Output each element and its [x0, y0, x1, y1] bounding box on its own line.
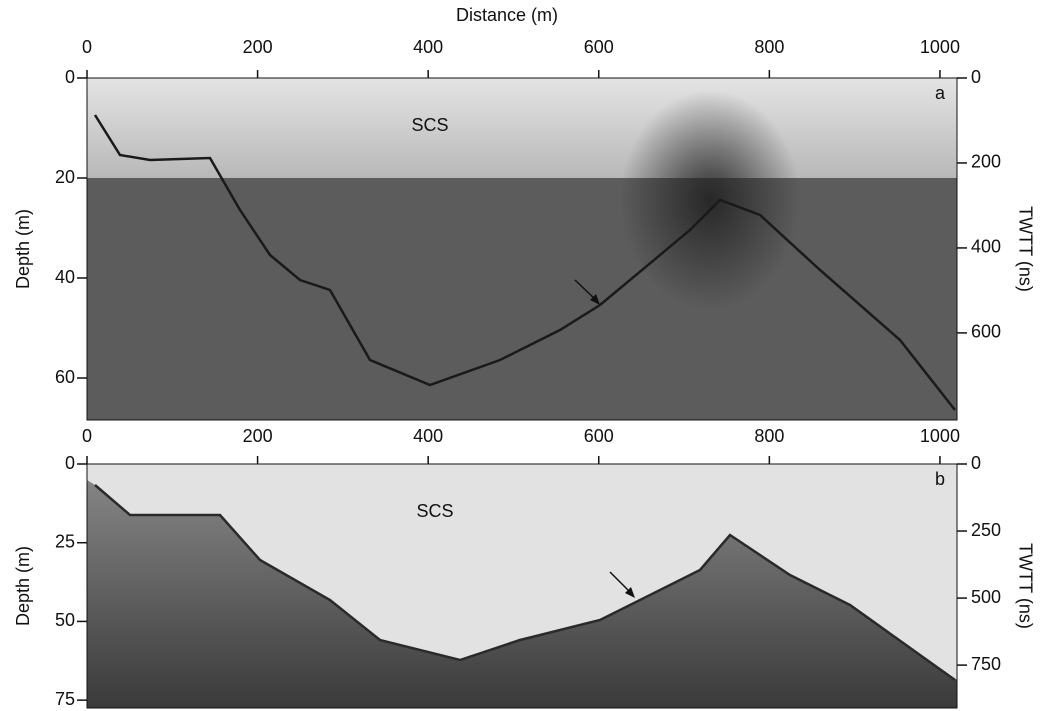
y2-axis-title: TWTT (ns): [1015, 543, 1035, 629]
annotation: SCS: [416, 501, 453, 521]
x-tick-label: 200: [243, 37, 273, 57]
y2-tick-label: 500: [971, 587, 1001, 607]
panel-label: a: [935, 83, 946, 103]
y-tick-label: 25: [55, 531, 75, 551]
y-tick-label: 40: [55, 267, 75, 287]
y2-axis-title: TWTT (ns): [1015, 206, 1035, 292]
x-tick-label: 400: [413, 37, 443, 57]
x-tick-label: 0: [82, 426, 92, 446]
y-tick-label: 0: [65, 67, 75, 87]
y-axis-title: Depth (m): [13, 209, 33, 289]
x-tick-label: 1000: [920, 426, 960, 446]
x-axis-title: Distance (m): [456, 5, 558, 25]
y-tick-label: 0: [65, 453, 75, 473]
y2-tick-label: 600: [971, 322, 1001, 342]
y-tick-label: 60: [55, 367, 75, 387]
y2-tick-label: 0: [971, 67, 981, 87]
y2-tick-label: 0: [971, 453, 981, 473]
x-tick-label: 0: [82, 37, 92, 57]
y2-tick-label: 750: [971, 654, 1001, 674]
y-tick-label: 20: [55, 167, 75, 187]
radargram-b: [87, 464, 957, 708]
y2-tick-label: 400: [971, 237, 1001, 257]
x-tick-label: 1000: [920, 37, 960, 57]
y-tick-label: 75: [55, 689, 75, 709]
x-tick-label: 800: [754, 426, 784, 446]
x-tick-label: 600: [584, 426, 614, 446]
y-tick-label: 50: [55, 610, 75, 630]
plot-frame: [86, 77, 958, 421]
y2-tick-label: 250: [971, 520, 1001, 540]
x-tick-label: 400: [413, 426, 443, 446]
x-tick-label: 600: [584, 37, 614, 57]
y2-tick-label: 200: [971, 152, 1001, 172]
x-tick-label: 800: [754, 37, 784, 57]
plot-frame: [86, 463, 958, 709]
x-tick-label: 200: [243, 426, 273, 446]
panel-label: b: [935, 469, 945, 489]
annotation: SCS: [411, 115, 448, 135]
radargram-a: [87, 78, 957, 420]
y-axis-title: Depth (m): [13, 546, 33, 626]
